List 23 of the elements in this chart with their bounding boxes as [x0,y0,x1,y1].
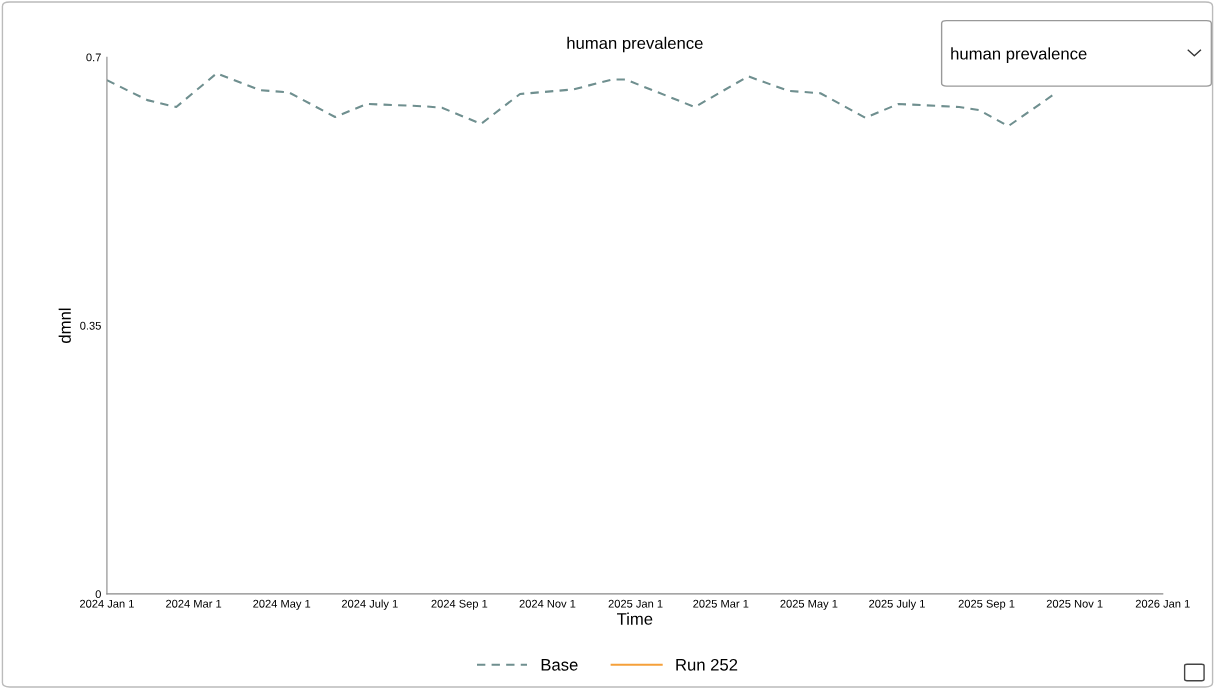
x-tick-label: 2024 Sep 1 [431,599,488,610]
line-series [106,72,1056,128]
x-tick-label: 2024 Nov 1 [519,599,576,608]
x-tick-label: 2024 July 1 [341,599,398,610]
y-tick-label: 0.35 [80,321,101,330]
legend-label: Base [541,659,578,671]
y-tick-label: 0 [95,590,101,599]
x-tick-label: 2024 May 1 [253,599,311,610]
x-tick-label: 2026 Jan 1 [1135,599,1190,608]
legend-label: Run 252 [676,658,738,671]
x-axis-title: Time [617,612,653,625]
annotation: human prevalence [951,47,1087,63]
x-tick-label: 2025 Nov 1 [1046,599,1103,608]
x-tick-label: 2025 July 1 [869,599,925,610]
y-tick-label: 0.7 [86,53,101,62]
x-tick-label: 2024 Mar 1 [166,599,222,608]
x-tick-label: 2024 Jan 1 [79,599,134,608]
x-tick-label: 2025 Mar 1 [693,599,749,608]
chart-title: human prevalence [567,36,703,53]
y-axis-title: dmnl [58,308,71,343]
x-tick-label: 2025 Sep 1 [958,599,1015,610]
x-tick-label: 2025 Jan 1 [608,599,663,608]
x-tick-label: 2025 May 1 [780,599,838,610]
